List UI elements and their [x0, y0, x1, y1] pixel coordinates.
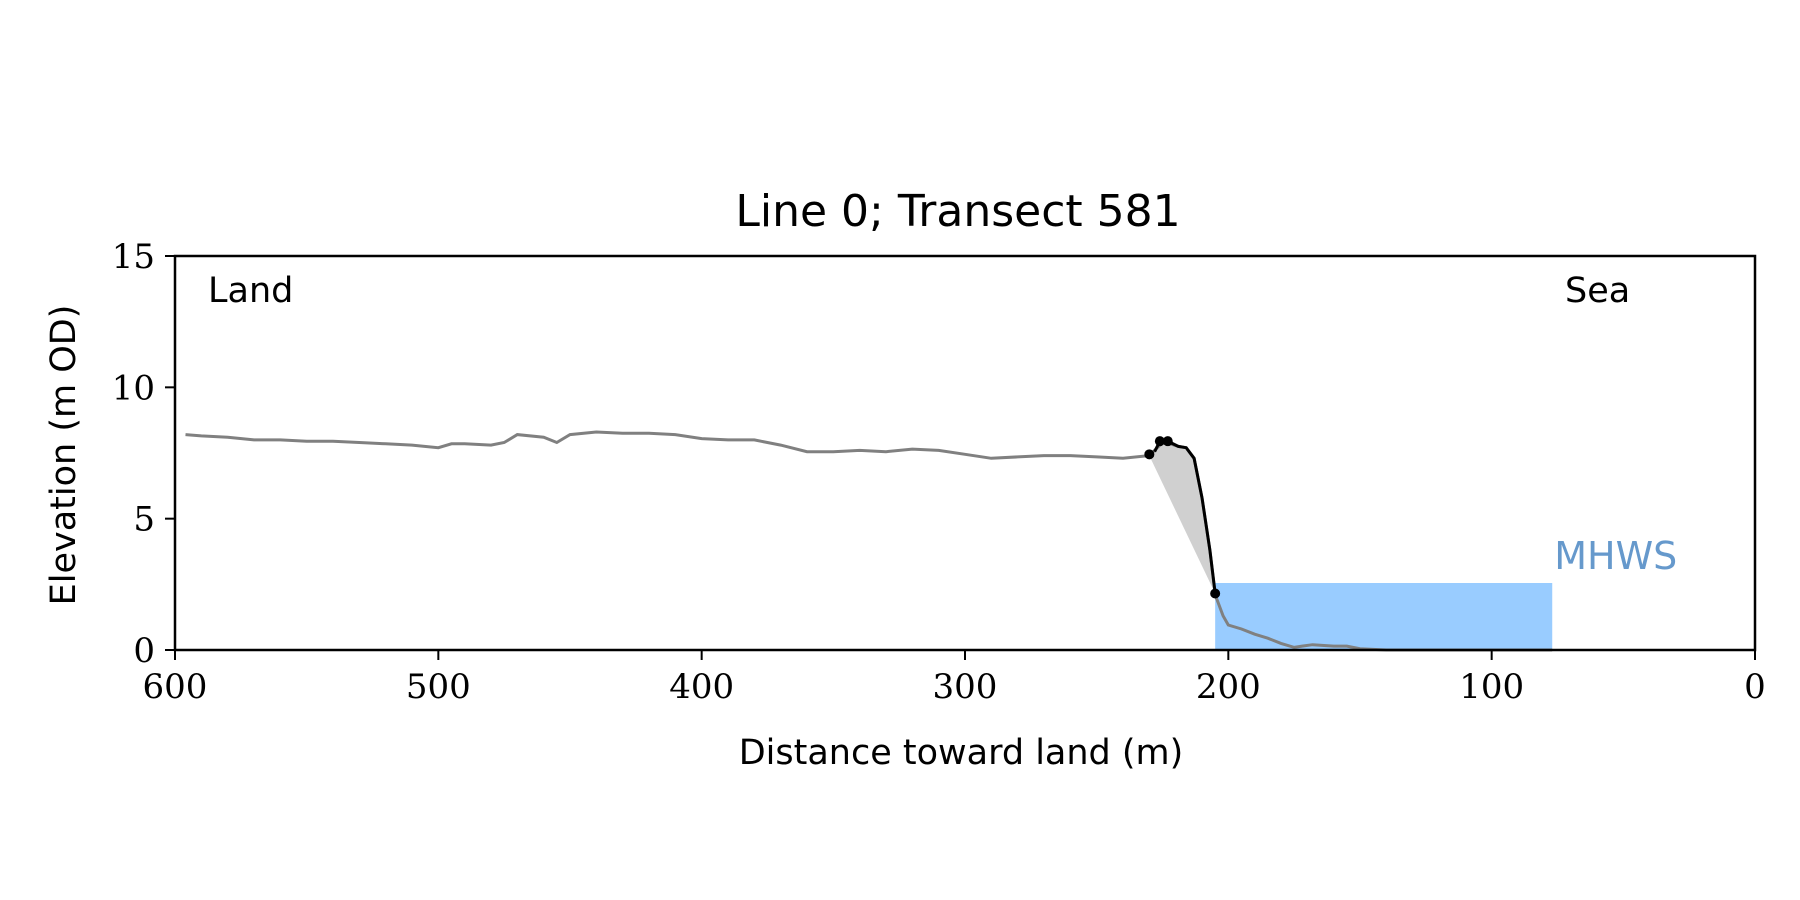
y-axis: 0 5 10 15 [112, 237, 175, 671]
cliff-point [1162, 436, 1173, 447]
land-label: Land [208, 271, 293, 311]
x-tick-label: 0 [1744, 667, 1766, 707]
y-tick-label: 0 [133, 631, 155, 671]
cliff-point [1154, 436, 1165, 447]
x-tick-label: 600 [143, 667, 208, 707]
x-tick-label: 300 [933, 667, 998, 707]
x-tick-label: 100 [1459, 667, 1524, 707]
plot-area [185, 430, 1553, 652]
x-tick-label: 400 [669, 667, 734, 707]
y-axis-label: Elevation (m OD) [44, 305, 84, 606]
sea-label: Sea [1565, 271, 1630, 311]
mhws-label: MHWS [1554, 534, 1677, 578]
cliff-point [1210, 588, 1221, 599]
mhws-band [1215, 583, 1553, 650]
x-axis: 600 500 400 300 200 100 0 [143, 650, 1766, 707]
x-axis-label: Distance toward land (m) [739, 733, 1184, 773]
cliff-points [1144, 436, 1221, 599]
x-tick-label: 200 [1196, 667, 1261, 707]
profile-line [185, 430, 1553, 652]
x-tick-label: 500 [406, 667, 471, 707]
chart-title: Line 0; Transect 581 [735, 186, 1180, 237]
cliff-point [1144, 449, 1155, 460]
y-tick-label: 10 [112, 368, 155, 408]
y-tick-label: 5 [133, 500, 155, 540]
cliff-erosion-area [1149, 439, 1216, 594]
y-tick-label: 15 [112, 237, 155, 277]
